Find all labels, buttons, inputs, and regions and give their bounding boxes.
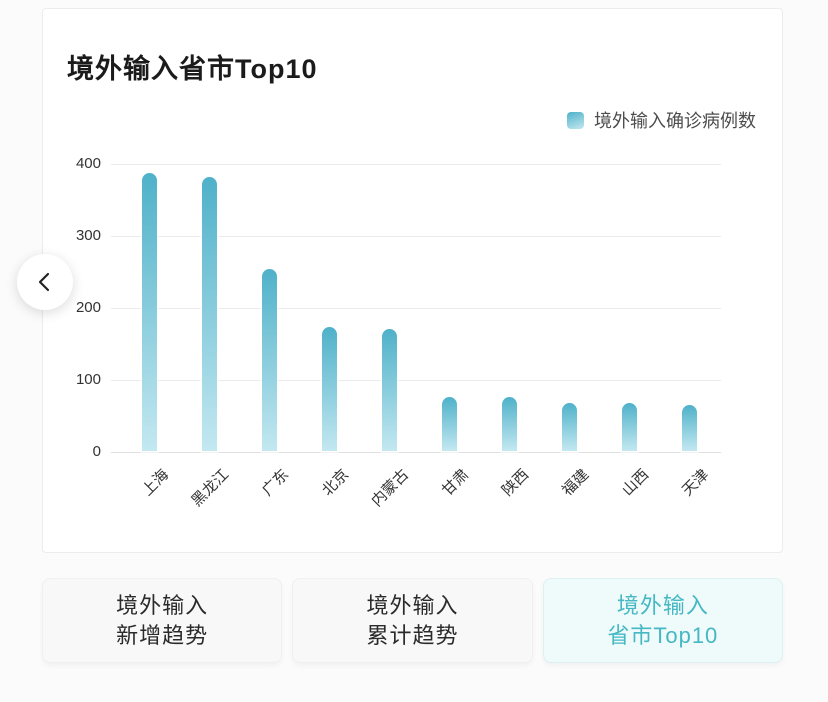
bar-内蒙古	[381, 328, 397, 451]
bar-上海	[141, 173, 157, 451]
bar-福建	[561, 403, 577, 451]
bar-山西	[621, 403, 637, 451]
bar-chart-plot-area: 0 100 200 300 400 上海 黑龙江 广东 北京 内蒙古 甘肃 陕西 福建 山西 天津	[76, 155, 721, 510]
x-axis-label-内蒙古: 内蒙古	[368, 466, 413, 510]
x-axis-label-福建: 福建	[558, 466, 593, 500]
chart-card: 境外输入省市Top10 境外输入确诊病例数 0 100 200 300 400 上海 黑龙江…	[42, 8, 783, 553]
chart-tab-bar: 境外输入 新增趋势 境外输入 累计趋势 境外输入 省市Top10	[42, 578, 783, 663]
x-axis-label-甘肃: 甘肃	[438, 466, 473, 500]
bar-陕西	[501, 397, 517, 451]
bar-黑龙江	[201, 176, 217, 451]
y-axis-tick-label: 400	[75, 155, 101, 172]
tab-label-line1: 境外输入	[116, 592, 209, 618]
tab-label-line2: 省市Top10	[607, 622, 719, 648]
gridline-y-200	[111, 308, 721, 309]
gridline-y-100	[111, 380, 721, 381]
gridline-y-0	[111, 452, 721, 453]
chevron-left-icon	[34, 271, 56, 293]
tab-label-line2: 累计趋势	[366, 622, 459, 648]
y-axis-tick-label: 100	[75, 371, 101, 388]
tab-label-line1: 境外输入	[616, 592, 709, 618]
x-axis-label-上海: 上海	[138, 466, 173, 500]
x-axis-label-天津: 天津	[678, 466, 713, 500]
legend-swatch-icon	[567, 111, 584, 129]
x-axis-label-黑龙江: 黑龙江	[188, 466, 233, 510]
bar-甘肃	[441, 397, 457, 451]
x-axis-label-北京: 北京	[318, 466, 353, 500]
carousel-prev-button[interactable]	[17, 254, 73, 310]
tab-label-line1: 境外输入	[366, 592, 459, 618]
y-axis-tick-label: 200	[75, 299, 101, 316]
chart-title: 境外输入省市Top10	[67, 54, 318, 84]
bar-广东	[261, 268, 277, 451]
y-axis-tick-label: 0	[92, 443, 101, 460]
y-axis-tick-label: 300	[75, 227, 101, 244]
chart-legend: 境外输入确诊病例数	[567, 107, 756, 133]
bar-天津	[681, 404, 697, 451]
legend-label: 境外输入确诊病例数	[594, 111, 756, 131]
bar-北京	[321, 327, 337, 451]
x-axis-label-山西: 山西	[618, 466, 653, 500]
tab-imported-province-top10[interactable]: 境外输入 省市Top10	[542, 578, 783, 663]
tab-label-line2: 新增趋势	[116, 622, 209, 648]
tab-imported-cumulative-trend[interactable]: 境外输入 累计趋势	[292, 578, 533, 663]
x-axis-label-广东: 广东	[258, 466, 293, 500]
gridline-y-300	[111, 236, 721, 237]
tab-imported-new-trend[interactable]: 境外输入 新增趋势	[42, 578, 283, 663]
x-axis-label-陕西: 陕西	[498, 466, 533, 500]
gridline-y-400	[111, 164, 721, 165]
